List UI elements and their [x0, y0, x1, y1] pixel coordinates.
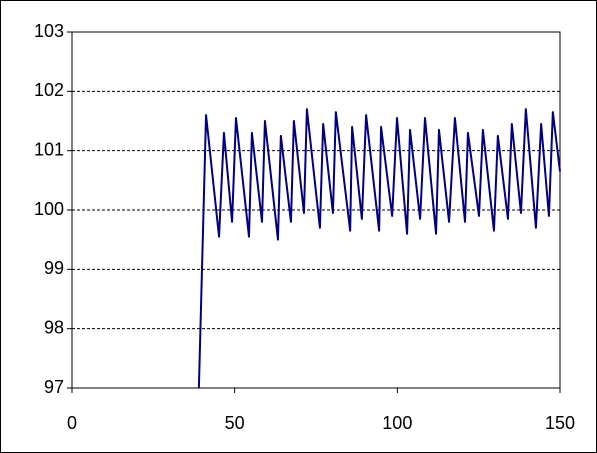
x-tick-label: 0 — [67, 413, 77, 433]
y-tick-label: 98 — [44, 317, 64, 337]
x-tick-label: 100 — [382, 413, 412, 433]
plot-area — [72, 32, 560, 388]
x-tick-label: 50 — [225, 413, 245, 433]
y-tick-label: 97 — [44, 377, 64, 397]
y-tick-label: 103 — [34, 21, 64, 41]
x-tick-label: 150 — [545, 413, 575, 433]
y-tick-label: 99 — [44, 258, 64, 278]
plot-border — [71, 31, 561, 389]
y-tick-label: 101 — [34, 139, 64, 159]
data-line — [197, 108, 561, 389]
y-tick-label: 102 — [34, 80, 64, 100]
y-tick-label: 100 — [34, 199, 64, 219]
